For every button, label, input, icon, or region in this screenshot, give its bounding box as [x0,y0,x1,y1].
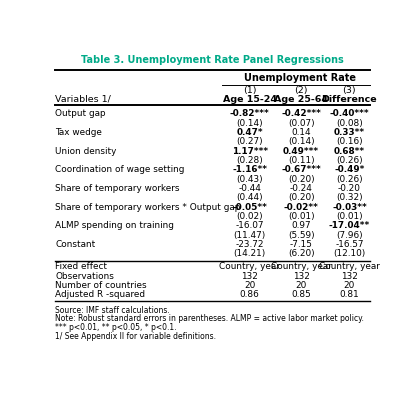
Text: Unemployment Rate: Unemployment Rate [244,73,356,83]
Text: -0.05**: -0.05** [232,203,267,212]
Text: -1.16**: -1.16** [232,165,267,174]
Text: -0.40***: -0.40*** [330,109,369,118]
Text: (1): (1) [243,86,256,95]
Text: 0.47*: 0.47* [237,128,263,137]
Text: Age 25-64: Age 25-64 [274,95,328,104]
Text: (0.26): (0.26) [336,156,363,165]
Text: -0.82***: -0.82*** [230,109,270,118]
Text: 0.97: 0.97 [291,221,311,230]
Text: (0.44): (0.44) [237,193,263,202]
Text: (7.96): (7.96) [336,231,363,240]
Text: -0.49*: -0.49* [334,165,364,174]
Text: -0.03**: -0.03** [332,203,367,212]
Text: 0.86: 0.86 [240,290,259,299]
Text: *** p<0.01, ** p<0.05, * p<0.1.: *** p<0.01, ** p<0.05, * p<0.1. [55,323,177,332]
Text: (0.16): (0.16) [336,137,363,146]
Text: Coordination of wage setting: Coordination of wage setting [55,165,184,174]
Text: 0.33**: 0.33** [334,128,365,137]
Text: (0.11): (0.11) [288,156,315,165]
Text: (0.27): (0.27) [237,137,263,146]
Text: -0.02**: -0.02** [284,203,319,212]
Text: 0.81: 0.81 [339,290,359,299]
Text: Source: IMF staff calculations.: Source: IMF staff calculations. [55,306,170,315]
Text: Fixed effect: Fixed effect [55,262,107,271]
Text: 0.14: 0.14 [291,128,311,137]
Text: (0.01): (0.01) [336,212,363,221]
Text: Union density: Union density [55,147,117,156]
Text: (5.59): (5.59) [288,231,315,240]
Text: Country, year: Country, year [271,262,332,271]
Text: -17.04**: -17.04** [329,221,370,230]
Text: Number of countries: Number of countries [55,281,147,290]
Text: Adjusted R -squared: Adjusted R -squared [55,290,145,299]
Text: -0.24: -0.24 [290,184,312,193]
Text: 132: 132 [341,272,358,281]
Text: (14.21): (14.21) [234,249,266,258]
Text: -0.20: -0.20 [338,184,361,193]
Text: -16.57: -16.57 [335,240,364,249]
Text: 1.17***: 1.17*** [232,147,268,156]
Text: Difference: Difference [322,95,377,104]
Text: 20: 20 [244,281,255,290]
Text: Variables 1/: Variables 1/ [55,95,111,104]
Text: 1/ See Appendix II for variable definitions.: 1/ See Appendix II for variable definiti… [55,332,216,341]
Text: Country, year: Country, year [219,262,280,271]
Text: (0.01): (0.01) [288,212,315,221]
Text: ALMP spending on training: ALMP spending on training [55,221,174,230]
Text: 132: 132 [293,272,310,281]
Text: -7.15: -7.15 [290,240,312,249]
Text: (2): (2) [294,86,308,95]
Text: 0.68**: 0.68** [334,147,365,156]
Text: Table 3. Unemployment Rate Panel Regressions: Table 3. Unemployment Rate Panel Regress… [81,55,344,65]
Text: -16.07: -16.07 [235,221,264,230]
Text: (0.20): (0.20) [288,193,315,202]
Text: (0.43): (0.43) [237,175,263,184]
Text: (0.14): (0.14) [237,119,263,128]
Text: (0.20): (0.20) [288,175,315,184]
Text: (6.20): (6.20) [288,249,315,258]
Text: (0.08): (0.08) [336,119,363,128]
Text: Age 15-24: Age 15-24 [223,95,277,104]
Text: (3): (3) [342,86,356,95]
Text: 0.49***: 0.49*** [283,147,319,156]
Text: (0.28): (0.28) [236,156,263,165]
Text: (0.32): (0.32) [336,193,363,202]
Text: Observations: Observations [55,272,114,281]
Text: (0.02): (0.02) [237,212,263,221]
Text: Constant: Constant [55,240,95,249]
Text: (11.47): (11.47) [234,231,266,240]
Text: Share of temporary workers * Output gap: Share of temporary workers * Output gap [55,203,240,212]
Text: 20: 20 [295,281,307,290]
Text: (0.07): (0.07) [288,119,315,128]
Text: Share of temporary workers: Share of temporary workers [55,184,180,193]
Text: -0.42***: -0.42*** [281,109,321,118]
Text: Note: Robust standard errors in parentheses. ALMP = active labor market policy.: Note: Robust standard errors in parenthe… [55,314,364,324]
Text: Country, year: Country, year [319,262,380,271]
Text: Tax wedge: Tax wedge [55,128,102,137]
Text: 0.85: 0.85 [291,290,311,299]
Text: (12.10): (12.10) [333,249,366,258]
Text: (0.26): (0.26) [336,175,363,184]
Text: 132: 132 [241,272,258,281]
Text: 20: 20 [344,281,355,290]
Text: Output gap: Output gap [55,109,106,118]
Text: -0.67***: -0.67*** [281,165,321,174]
Text: -23.72: -23.72 [235,240,264,249]
Text: -0.44: -0.44 [238,184,261,193]
Text: (0.14): (0.14) [288,137,315,146]
